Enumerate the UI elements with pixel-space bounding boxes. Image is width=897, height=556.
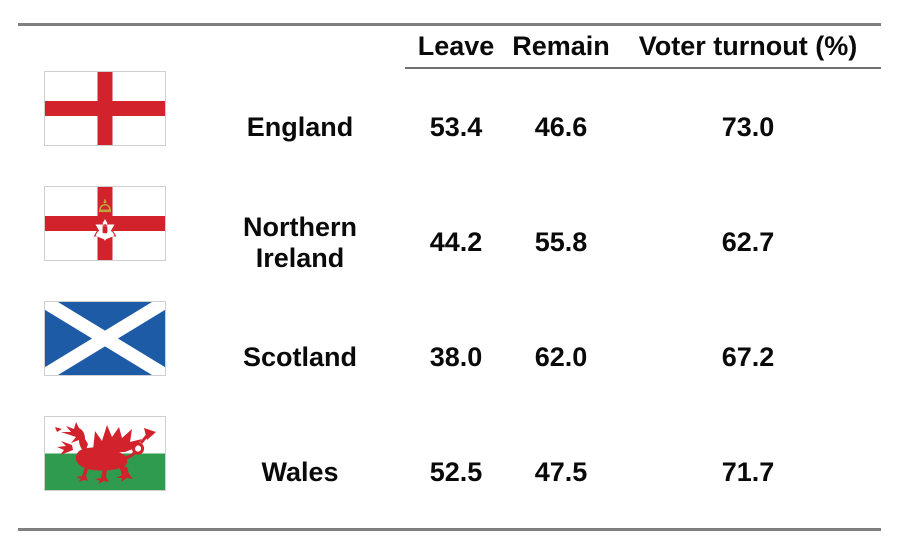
wales-flag [44,416,166,491]
turnout-value: 62.7 [721,227,775,257]
country-label: Northern Ireland [243,211,357,273]
turnout-value: 67.2 [721,342,775,372]
header-voter-turnout: Voter turnout (%) [638,30,858,61]
england-flag-icon [18,70,195,146]
table-row-england: England 53.4 46.6 73.0 [18,70,881,185]
northern-ireland-flag [44,186,166,261]
turnout-value: 73.0 [721,112,775,142]
england-flag [44,71,166,146]
remain-value: 46.6 [534,112,588,142]
leave-value: 38.0 [429,342,483,372]
table-top-border [18,23,881,26]
remain-value: 55.8 [534,227,588,257]
header-remain: Remain [512,30,610,61]
leave-value: 44.2 [429,227,483,257]
table-header-row: Leave Remain Voter turnout (%) [18,25,881,67]
header-underline [405,67,881,69]
table-bottom-border [18,528,881,531]
country-label: Scotland [242,342,357,372]
remain-value: 47.5 [534,457,588,487]
leave-value: 52.5 [429,457,483,487]
leave-value: 53.4 [429,112,483,142]
table-row-scotland: Scotland 38.0 62.0 67.2 [18,300,881,415]
northern-ireland-flag-icon [18,185,195,261]
wales-flag-icon [18,415,195,491]
remain-value: 62.0 [534,342,588,372]
table-body: England 53.4 46.6 73.0 [18,70,881,530]
country-label: Wales [261,457,339,487]
country-label: England [246,112,354,142]
scotland-flag-icon [18,300,195,376]
table-row-wales: Wales 52.5 47.5 71.7 [18,415,881,530]
welsh-dragon [55,422,156,484]
turnout-value: 71.7 [721,457,775,487]
table-row-northern-ireland: Northern Ireland 44.2 55.8 62.7 [18,185,881,300]
scotland-flag [44,301,166,376]
header-leave: Leave [417,30,495,61]
